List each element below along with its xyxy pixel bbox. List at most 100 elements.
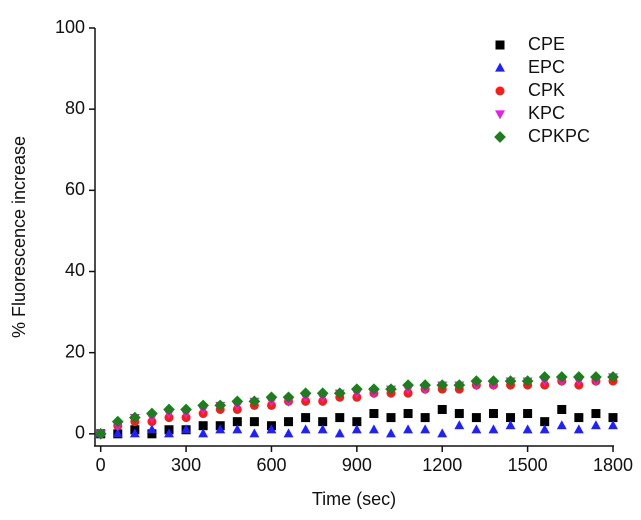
point: [129, 428, 140, 438]
legend-marker: [495, 86, 505, 96]
y-axis-label: % Fluorescence increase: [9, 136, 29, 338]
legend-marker: [495, 110, 505, 120]
point: [608, 420, 618, 430]
point: [146, 424, 157, 434]
point: [198, 428, 209, 438]
point: [523, 409, 533, 419]
point: [436, 379, 449, 391]
x-tick-label: 1200: [422, 455, 462, 475]
point: [590, 371, 602, 383]
point: [318, 417, 328, 427]
point: [574, 413, 584, 423]
y-tick-label: 100: [55, 17, 85, 37]
point: [301, 413, 311, 423]
point: [300, 424, 311, 434]
legend-marker: [495, 40, 505, 50]
y-tick-label: 20: [65, 341, 85, 361]
point: [164, 428, 174, 438]
point: [420, 424, 431, 434]
point: [94, 427, 107, 440]
point: [420, 413, 430, 423]
point: [385, 383, 397, 396]
point: [350, 383, 363, 396]
point: [335, 413, 345, 423]
point: [215, 424, 226, 434]
point: [316, 387, 329, 400]
point: [266, 424, 277, 434]
point: [556, 420, 567, 430]
point: [180, 403, 192, 416]
point: [470, 375, 483, 387]
legend-label: KPC: [528, 103, 565, 123]
point: [557, 404, 567, 414]
point: [471, 413, 481, 423]
point: [437, 428, 448, 438]
y-tick-label: 0: [75, 423, 85, 443]
legend-marker: [495, 62, 505, 72]
point: [198, 421, 208, 431]
point: [488, 409, 498, 419]
x-axis-label: Time (sec): [312, 489, 396, 509]
x-tick-label: 1500: [508, 455, 548, 475]
point: [368, 424, 379, 434]
legend-label: EPC: [528, 57, 565, 77]
x-tick-label: 1800: [593, 455, 633, 475]
point: [214, 399, 227, 412]
point: [521, 375, 534, 387]
point: [368, 383, 380, 396]
point: [555, 371, 568, 383]
point: [386, 428, 396, 438]
point: [369, 409, 379, 419]
y-tick-label: 80: [65, 98, 85, 118]
point: [506, 413, 516, 423]
point: [386, 413, 396, 423]
point: [572, 371, 585, 383]
x-tick-label: 900: [342, 455, 372, 475]
point: [403, 409, 413, 419]
point: [333, 387, 346, 400]
point: [471, 424, 482, 434]
y-tick-label: 40: [65, 260, 85, 280]
point: [283, 428, 294, 438]
point: [351, 424, 362, 434]
point: [608, 413, 618, 423]
point: [249, 417, 259, 427]
point: [607, 371, 619, 383]
point: [454, 409, 464, 419]
point: [488, 424, 499, 434]
point: [402, 379, 414, 391]
point: [352, 417, 362, 427]
point: [248, 395, 261, 408]
point: [403, 424, 414, 434]
point: [265, 391, 278, 404]
point: [453, 379, 466, 391]
point: [505, 420, 516, 430]
legend-label: CPKPC: [528, 126, 590, 146]
point: [539, 424, 550, 434]
point: [282, 391, 295, 404]
point: [590, 420, 601, 430]
point: [284, 417, 294, 427]
point: [299, 387, 312, 400]
point: [538, 371, 551, 383]
point: [231, 395, 244, 408]
point: [454, 420, 465, 430]
point: [232, 417, 242, 427]
legend-label: CPK: [528, 80, 565, 100]
point: [419, 379, 432, 391]
point: [437, 404, 447, 414]
point: [146, 407, 158, 420]
point: [112, 428, 123, 438]
point: [591, 409, 601, 419]
point: [317, 424, 328, 434]
point: [334, 428, 345, 438]
point: [232, 424, 243, 434]
legend-label: CPE: [528, 34, 565, 54]
x-tick-label: 300: [171, 455, 201, 475]
point: [128, 411, 141, 424]
point: [522, 424, 533, 434]
point: [197, 399, 210, 412]
point: [540, 417, 550, 427]
x-tick-label: 0: [96, 455, 106, 475]
